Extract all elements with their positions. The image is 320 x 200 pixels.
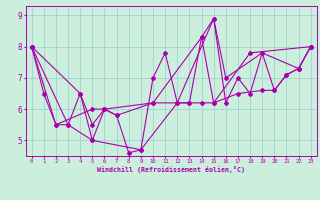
X-axis label: Windchill (Refroidissement éolien,°C): Windchill (Refroidissement éolien,°C) (97, 166, 245, 173)
